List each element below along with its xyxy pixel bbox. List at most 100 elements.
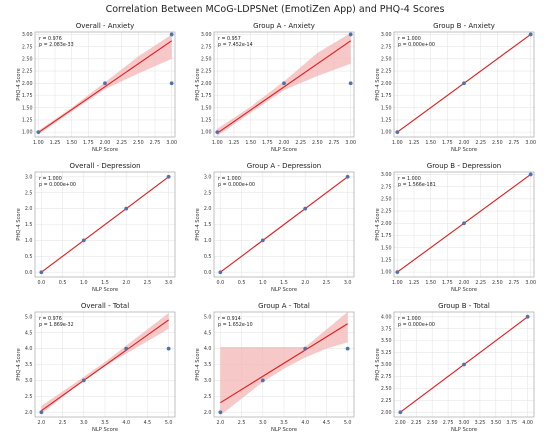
y-tick-label: 2.50: [381, 386, 392, 392]
y-tick-label: 2.0: [204, 410, 212, 416]
plot-frame: [34, 31, 176, 138]
y-tick-label: 3.50: [381, 338, 392, 344]
data-point: [124, 346, 129, 351]
x-tick-label: 3.00: [525, 140, 536, 146]
scatter-panel-6: 2.0 2.5 3.0 3.5 4.0 4.5 5.0 2.0 2.5 3.0 3.5 4.0 4.5 5…: [16, 302, 176, 433]
y-tick-label: 2.25: [381, 398, 392, 404]
y-tick-label: 3.00: [381, 32, 392, 38]
x-tick-label: 2.25: [295, 140, 306, 146]
stat-annotation: r = 0.976: [39, 316, 62, 322]
data-point: [303, 206, 308, 211]
scatter-panel-2: 1.00 1.25 1.50 1.75 2.00 2.25 2.50 2.75 3.00 1.00…: [375, 22, 536, 153]
data-point: [215, 130, 220, 135]
data-point: [348, 81, 353, 86]
y-axis-label: PHQ-4 Score: [375, 208, 381, 241]
y-tick-label: 3.5: [25, 362, 33, 368]
data-point: [260, 238, 265, 243]
x-tick-label: 2.0: [301, 280, 309, 286]
y-tick-label: 0.5: [204, 254, 212, 260]
scatter-panel-3: 0.0 0.5 1.0 1.5 2.0 2.5 3.0 0.0 0.5 1.0 1.5 2.0 2.5 3…: [16, 162, 176, 293]
y-tick-label: 2.75: [381, 374, 392, 380]
x-tick-label: 1.5: [280, 280, 288, 286]
y-axis-label: PHQ-4 Score: [375, 68, 381, 101]
x-axis-label: NLP Score: [451, 287, 477, 293]
x-tick-label: 5.0: [344, 420, 352, 426]
data-point: [218, 410, 223, 415]
y-tick-label: 2.00: [381, 81, 392, 87]
scatter-panel-5: 1.00 1.25 1.50 1.75 2.00 2.25 2.50 2.75 3.00 1.00…: [375, 162, 536, 293]
x-tick-label: 1.75: [442, 280, 453, 286]
y-tick-label: 3.5: [204, 362, 212, 368]
y-tick-label: 2.75: [381, 44, 392, 50]
plot-frame: [393, 31, 535, 138]
regression-line: [220, 323, 348, 404]
y-tick-label: 0.0: [25, 270, 33, 276]
stat-annotation: r = 1.000: [218, 176, 241, 182]
x-axis-label: NLP Score: [271, 427, 297, 433]
x-tick-label: 5.0: [165, 420, 173, 426]
data-point: [282, 81, 286, 86]
panel-title: Overall - Anxiety: [76, 22, 135, 30]
data-point: [36, 130, 41, 135]
x-tick-label: 2.00: [459, 280, 470, 286]
x-tick-label: 1.75: [262, 140, 273, 146]
data-point: [103, 81, 107, 86]
x-tick-label: 2.25: [411, 420, 422, 426]
x-tick-label: 4.5: [144, 420, 152, 426]
y-tick-label: 3.0: [204, 378, 212, 384]
regression-line: [41, 176, 169, 273]
y-tick-label: 4.00: [381, 314, 392, 320]
y-tick-label: 2.5: [25, 190, 33, 196]
data-point: [462, 362, 466, 367]
y-tick-label: 2.25: [381, 209, 392, 215]
x-tick-label: 2.00: [279, 140, 290, 146]
data-point: [124, 206, 129, 211]
stat-annotation: p = 7.452e-14: [218, 42, 253, 48]
scatter-panel-4: 0.0 0.5 1.0 1.5 2.0 2.5 3.0 0.0 0.5 1.0 1.5 2.0 2.5 3…: [195, 162, 355, 293]
x-axis-label: NLP Score: [271, 147, 297, 153]
stat-annotation: r = 0.976: [39, 36, 62, 42]
x-tick-label: 2.75: [329, 140, 340, 146]
y-tick-label: 3.75: [381, 326, 392, 332]
y-tick-label: 1.5: [204, 222, 212, 228]
x-tick-label: 4.0: [301, 420, 309, 426]
x-tick-label: 1.25: [50, 140, 61, 146]
y-tick-label: 2.25: [201, 69, 212, 75]
y-tick-label: 2.50: [201, 56, 212, 62]
data-point: [462, 81, 466, 86]
stat-annotation: r = 1.000: [39, 176, 62, 182]
x-tick-label: 2.50: [492, 280, 503, 286]
data-point: [303, 346, 308, 351]
x-tick-label: 1.50: [425, 140, 436, 146]
data-point: [462, 221, 466, 226]
stat-annotation: p = 1.869e-32: [39, 322, 74, 328]
y-tick-label: 2.50: [381, 196, 392, 202]
y-tick-label: 1.00: [381, 130, 392, 136]
y-tick-label: 2.50: [22, 56, 33, 62]
y-tick-label: 1.25: [201, 118, 212, 124]
x-tick-label: 1.00: [33, 140, 44, 146]
data-point: [218, 270, 223, 275]
y-tick-label: 5.0: [25, 314, 33, 320]
y-tick-label: 2.5: [204, 394, 212, 400]
scatter-panel-0: 1.00 1.25 1.50 1.75 2.00 2.25 2.50 2.75 3.00 1.00…: [16, 22, 177, 153]
plot-frame: [213, 171, 355, 278]
x-tick-label: 3.0: [259, 420, 267, 426]
plot-frame: [213, 31, 355, 138]
y-tick-label: 1.0: [204, 238, 212, 244]
y-tick-label: 1.00: [201, 130, 212, 136]
y-tick-label: 1.25: [381, 118, 392, 124]
y-tick-label: 1.00: [22, 130, 33, 136]
x-tick-label: 1.75: [83, 140, 94, 146]
x-tick-label: 2.25: [475, 140, 486, 146]
data-point: [166, 174, 171, 179]
y-tick-label: 2.75: [201, 44, 212, 50]
stat-annotation: p = 0.000e+00: [39, 182, 76, 188]
stat-annotation: r = 1.000: [398, 176, 421, 182]
y-tick-label: 2.00: [381, 221, 392, 227]
x-tick-label: 2.5: [238, 420, 246, 426]
scatter-panel-1: 1.00 1.25 1.50 1.75 2.00 2.25 2.50 2.75 3.00 1.00…: [195, 22, 356, 153]
y-tick-label: 0.5: [25, 254, 33, 260]
figure-title: Correlation Between MCoG-LDPSNet (EmotiZ…: [105, 4, 445, 15]
y-axis-label: PHQ-4 Score: [195, 68, 201, 101]
